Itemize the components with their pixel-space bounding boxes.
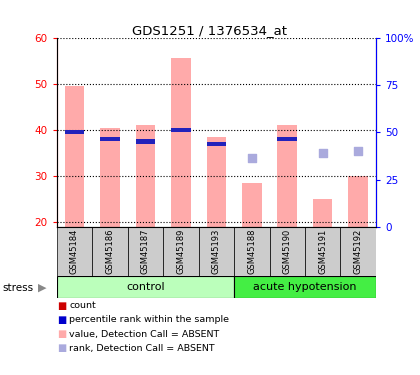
Bar bbox=[65, 86, 84, 227]
Bar bbox=[92, 227, 128, 276]
Point bbox=[319, 150, 326, 156]
Text: GDS1251 / 1376534_at: GDS1251 / 1376534_at bbox=[132, 24, 288, 38]
Text: ■: ■ bbox=[57, 329, 66, 339]
Text: stress: stress bbox=[2, 283, 33, 293]
Bar bbox=[313, 199, 333, 227]
Text: rank, Detection Call = ABSENT: rank, Detection Call = ABSENT bbox=[69, 344, 215, 353]
Bar bbox=[305, 227, 341, 276]
Text: count: count bbox=[69, 301, 96, 310]
Bar bbox=[199, 227, 234, 276]
Text: GSM45189: GSM45189 bbox=[176, 228, 185, 274]
Bar bbox=[349, 176, 368, 227]
Bar bbox=[57, 276, 234, 298]
Bar bbox=[128, 227, 163, 276]
Bar bbox=[207, 137, 226, 227]
Bar bbox=[270, 227, 305, 276]
Text: GSM45187: GSM45187 bbox=[141, 228, 150, 274]
Bar bbox=[136, 125, 155, 227]
Bar bbox=[65, 130, 84, 134]
Text: GSM45193: GSM45193 bbox=[212, 228, 221, 274]
Bar bbox=[278, 125, 297, 227]
Text: GSM45190: GSM45190 bbox=[283, 229, 292, 274]
Text: GSM45186: GSM45186 bbox=[105, 228, 114, 274]
Text: percentile rank within the sample: percentile rank within the sample bbox=[69, 315, 229, 324]
Bar bbox=[234, 276, 376, 298]
Text: GSM45184: GSM45184 bbox=[70, 228, 79, 274]
Bar bbox=[341, 227, 376, 276]
Bar bbox=[57, 227, 92, 276]
Bar bbox=[100, 128, 120, 227]
Text: ■: ■ bbox=[57, 315, 66, 325]
Point bbox=[248, 154, 255, 160]
Bar bbox=[136, 140, 155, 144]
Bar bbox=[234, 227, 270, 276]
Text: value, Detection Call = ABSENT: value, Detection Call = ABSENT bbox=[69, 330, 220, 339]
Text: control: control bbox=[126, 282, 165, 292]
Text: ■: ■ bbox=[57, 301, 66, 310]
Bar bbox=[100, 137, 120, 141]
Text: ■: ■ bbox=[57, 344, 66, 353]
Text: ▶: ▶ bbox=[38, 283, 46, 293]
Bar bbox=[163, 227, 199, 276]
Point bbox=[355, 148, 362, 154]
Text: GSM45192: GSM45192 bbox=[354, 229, 362, 274]
Bar bbox=[278, 137, 297, 141]
Bar bbox=[242, 183, 262, 227]
Bar bbox=[171, 58, 191, 227]
Bar bbox=[207, 142, 226, 146]
Bar bbox=[171, 128, 191, 132]
Text: GSM45191: GSM45191 bbox=[318, 229, 327, 274]
Text: acute hypotension: acute hypotension bbox=[253, 282, 357, 292]
Text: GSM45188: GSM45188 bbox=[247, 228, 256, 274]
